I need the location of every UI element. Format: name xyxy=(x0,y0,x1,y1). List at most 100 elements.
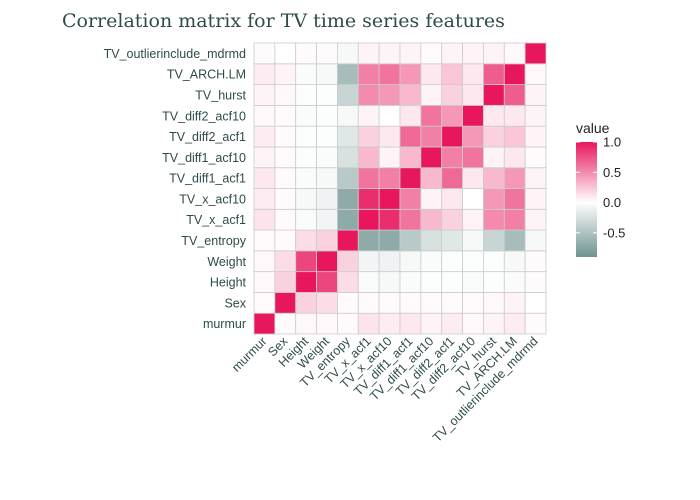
heatmap-cell-TV_x_acf1-TV_outlierinclude_mdrmd xyxy=(524,208,547,231)
heatmap-cell-TV_outlierinclude_mdrmd-TV_diff2_acf10 xyxy=(462,42,484,65)
heatmap-cell-murmur-TV_diff1_acf1 xyxy=(399,312,422,335)
heatmap-cell-TV_diff1_acf1-TV_ARCH.LM xyxy=(503,167,526,189)
heatmap-cell-TV_entropy-TV_diff2_acf10 xyxy=(462,229,484,252)
heatmap-cell-TV_diff2_acf1-TV_hurst xyxy=(483,125,505,148)
heatmap-cell-TV_ARCH.LM-TV_diff2_acf1 xyxy=(441,63,463,85)
heatmap-cell-TV_diff2_acf10-TV_hurst xyxy=(483,104,505,127)
heatmap-cell-TV_ARCH.LM-TV_ARCH.LM xyxy=(503,63,526,85)
y-tick-label: TV_hurst xyxy=(195,88,246,102)
heatmap-cell-Sex-TV_entropy xyxy=(337,292,359,314)
heatmap-cell-TV_entropy-TV_diff1_acf1 xyxy=(399,229,422,252)
heatmap-cell-TV_x_acf10-TV_diff1_acf10 xyxy=(420,188,443,210)
heatmap-cell-Height-TV_ARCH.LM xyxy=(503,271,526,293)
heatmap-cell-Weight-TV_diff1_acf10 xyxy=(420,250,443,273)
y-tick-label: TV_x_acf10 xyxy=(179,192,246,206)
heatmap-cell-TV_diff2_acf1-TV_diff2_acf1 xyxy=(441,125,463,148)
heatmap-cell-Weight-TV_diff1_acf1 xyxy=(399,250,422,273)
heatmap-cell-murmur-Height xyxy=(295,312,317,335)
heatmap-cell-TV_diff2_acf1-TV_x_acf1 xyxy=(357,125,380,148)
heatmap-cell-TV_outlierinclude_mdrmd-Weight xyxy=(316,42,338,65)
heatmap-cell-Height-Weight xyxy=(316,271,338,293)
heatmap-cell-TV_diff2_acf10-Weight xyxy=(316,104,338,127)
heatmap-cell-TV_outlierinclude_mdrmd-TV_diff1_acf1 xyxy=(399,42,422,65)
heatmap-cell-TV_diff1_acf1-Weight xyxy=(316,167,338,189)
heatmap-cell-TV_entropy-TV_x_acf1 xyxy=(357,229,380,252)
heatmap-cell-TV_entropy-TV_ARCH.LM xyxy=(503,229,526,252)
heatmap-cell-TV_x_acf10-TV_outlierinclude_mdrmd xyxy=(524,188,547,210)
heatmap-cell-TV_outlierinclude_mdrmd-Height xyxy=(295,42,317,65)
heatmap-cell-TV_diff1_acf10-TV_hurst xyxy=(483,146,505,169)
heatmap-cell-TV_diff2_acf1-TV_x_acf10 xyxy=(378,125,401,148)
heatmap-cell-murmur-TV_hurst xyxy=(483,312,505,335)
heatmap-cell-TV_diff2_acf10-TV_x_acf1 xyxy=(357,104,380,127)
legend-tick-label: 0.5 xyxy=(603,165,621,180)
heatmap-cell-TV_diff1_acf10-Sex xyxy=(274,146,297,169)
heatmap-cell-TV_outlierinclude_mdrmd-murmur xyxy=(253,42,276,65)
heatmap-cell-Weight-TV_entropy xyxy=(337,250,359,273)
chart-title: Correlation matrix for TV time series fe… xyxy=(62,10,505,32)
heatmap-cell-Sex-TV_diff1_acf10 xyxy=(420,292,443,314)
heatmap-cell-TV_diff1_acf1-TV_x_acf1 xyxy=(357,167,380,189)
heatmap-cell-Sex-TV_ARCH.LM xyxy=(503,292,526,314)
heatmap-cell-TV_diff1_acf10-TV_x_acf1 xyxy=(357,146,380,169)
heatmap-cell-TV_diff2_acf10-TV_ARCH.LM xyxy=(503,104,526,127)
heatmap-cell-Sex-TV_outlierinclude_mdrmd xyxy=(524,292,547,314)
heatmap-cell-murmur-TV_outlierinclude_mdrmd xyxy=(524,312,547,335)
heatmap-cell-TV_diff2_acf1-Height xyxy=(295,125,317,148)
heatmap-cell-Height-TV_outlierinclude_mdrmd xyxy=(524,271,547,293)
heatmap-cell-murmur-TV_x_acf1 xyxy=(357,312,380,335)
legend-colorbar xyxy=(576,142,597,257)
heatmap-cell-Weight-TV_ARCH.LM xyxy=(503,250,526,273)
x-axis-labels: murmurSexHeightWeightTV_entropyTV_x_acf1… xyxy=(229,334,541,445)
heatmap-cell-TV_x_acf10-TV_diff2_acf10 xyxy=(462,188,484,210)
heatmap-cell-TV_diff1_acf10-Height xyxy=(295,146,317,169)
heatmap-cell-TV_diff1_acf10-TV_outlierinclude_mdrmd xyxy=(524,146,547,169)
heatmap-cell-TV_outlierinclude_mdrmd-TV_entropy xyxy=(337,42,359,65)
heatmap-cell-TV_outlierinclude_mdrmd-TV_diff1_acf10 xyxy=(420,42,443,65)
heatmap-cell-TV_diff1_acf1-TV_diff2_acf10 xyxy=(462,167,484,189)
heatmap-cell-TV_entropy-TV_hurst xyxy=(483,229,505,252)
heatmap-cells xyxy=(253,42,547,335)
heatmap-cell-TV_diff2_acf1-Weight xyxy=(316,125,338,148)
heatmap-cell-Weight-TV_outlierinclude_mdrmd xyxy=(524,250,547,273)
heatmap-cell-murmur-Sex xyxy=(274,312,297,335)
heatmap-cell-TV_diff2_acf10-TV_outlierinclude_mdrmd xyxy=(524,104,547,127)
y-tick-label: TV_outlierinclude_mdrmd xyxy=(104,47,246,61)
heatmap-cell-TV_diff2_acf10-TV_diff1_acf10 xyxy=(420,104,443,127)
heatmap-cell-TV_outlierinclude_mdrmd-TV_outlierinclude_mdrmd xyxy=(524,42,547,65)
heatmap-cell-TV_hurst-Height xyxy=(295,84,317,106)
heatmap-cell-TV_diff1_acf1-TV_entropy xyxy=(337,167,359,189)
y-tick-label: Weight xyxy=(207,255,246,269)
y-tick-label: TV_diff1_acf1 xyxy=(169,172,246,186)
y-tick-label: TV_diff2_acf10 xyxy=(162,109,246,123)
heatmap-cell-Weight-TV_diff2_acf10 xyxy=(462,250,484,273)
heatmap-cell-TV_x_acf10-murmur xyxy=(253,188,276,210)
heatmap-cell-TV_x_acf1-TV_diff2_acf1 xyxy=(441,208,463,231)
heatmap-cell-TV_ARCH.LM-TV_outlierinclude_mdrmd xyxy=(524,63,547,85)
y-tick-label: TV_entropy xyxy=(181,234,246,248)
heatmap-cell-TV_diff2_acf10-Sex xyxy=(274,104,297,127)
heatmap-cell-murmur-TV_ARCH.LM xyxy=(503,312,526,335)
heatmap-cell-TV_diff1_acf10-murmur xyxy=(253,146,276,169)
heatmap-cell-TV_diff2_acf1-TV_outlierinclude_mdrmd xyxy=(524,125,547,148)
heatmap-cell-TV_ARCH.LM-TV_hurst xyxy=(483,63,505,85)
heatmap-cell-TV_hurst-TV_ARCH.LM xyxy=(503,84,526,106)
heatmap-cell-murmur-TV_x_acf10 xyxy=(378,312,401,335)
heatmap-cell-Sex-Sex xyxy=(274,292,297,314)
heatmap-cell-Weight-Sex xyxy=(274,250,297,273)
heatmap-cell-TV_diff2_acf10-TV_x_acf10 xyxy=(378,104,401,127)
y-tick-label: TV_diff2_acf1 xyxy=(169,130,246,144)
heatmap-cell-TV_diff2_acf10-TV_diff2_acf1 xyxy=(441,104,463,127)
heatmap-cell-TV_ARCH.LM-TV_diff1_acf1 xyxy=(399,63,422,85)
heatmap-cell-Height-TV_entropy xyxy=(337,271,359,293)
heatmap-cell-Height-Sex xyxy=(274,271,297,293)
heatmap-cell-TV_x_acf1-TV_diff1_acf1 xyxy=(399,208,422,231)
heatmap-cell-TV_x_acf1-TV_x_acf1 xyxy=(357,208,380,231)
heatmap-cell-TV_diff1_acf1-Height xyxy=(295,167,317,189)
heatmap-cell-TV_diff1_acf1-TV_diff1_acf10 xyxy=(420,167,443,189)
heatmap-cell-TV_diff1_acf10-TV_ARCH.LM xyxy=(503,146,526,169)
heatmap-cell-murmur-TV_diff2_acf1 xyxy=(441,312,463,335)
heatmap-cell-TV_entropy-TV_diff1_acf10 xyxy=(420,229,443,252)
heatmap-cell-TV_ARCH.LM-TV_diff2_acf10 xyxy=(462,63,484,85)
